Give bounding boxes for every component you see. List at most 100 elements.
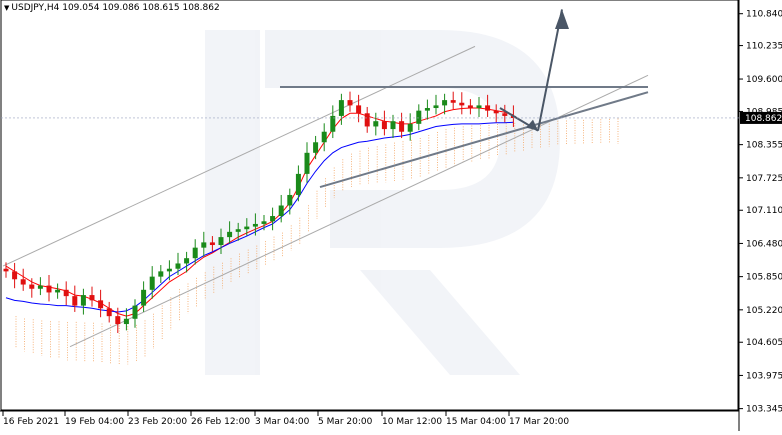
candle-body [278,205,284,217]
candle-body [399,121,405,132]
price-tick-label: 107.110 [746,206,782,216]
time-tick-label: 17 Mar 20:00 [509,417,569,427]
candle-body [227,231,233,238]
time-tick-label: 10 Mar 12:00 [382,417,442,427]
current-price-badge [740,111,782,124]
candle-body [304,152,310,174]
price-tick-label: 105.220 [746,306,782,316]
candle-body [373,121,379,127]
ichimoku-cloud [15,118,619,365]
candle-body [63,289,69,297]
time-tick-label: 19 Feb 04:00 [65,417,124,427]
symbol-name: USDJPY,H4 [11,3,60,13]
time-axis: 16 Feb 2021 19 Feb 04:00 23 Feb 20:00 26 Fe… [2,411,569,427]
candle-body [287,194,293,206]
candle-body [98,300,104,309]
candle-body [347,100,353,106]
current-price-label: 108.862 [745,114,782,124]
candle-body [390,121,396,130]
candles [3,91,516,334]
candle-body [132,305,138,319]
trend-lines [2,45,649,348]
candle-body [158,271,164,277]
arrowhead-up [555,9,569,29]
time-tick-label: 5 Mar 20:00 [318,417,373,427]
price-tick-label: 110.235 [746,42,782,52]
candle-body [209,242,215,246]
candle-body [321,131,327,143]
candle-body [270,216,276,222]
time-tick-label: 23 Feb 20:00 [128,417,187,427]
price-tick-label: 108.355 [746,141,782,151]
candle-body [459,102,465,106]
candle-body [72,296,78,306]
forecast-arrows [499,9,569,132]
watermark-logo [205,30,560,375]
price-tick-label: 106.480 [746,239,782,249]
candle-body [424,108,430,111]
channel-upper-line [2,45,476,267]
candle-body [356,105,362,114]
candle-body [433,105,439,109]
candle-body [37,285,43,289]
candle-body [235,229,241,232]
candle-body [493,110,499,114]
candle-body [175,263,181,269]
candle-body [330,115,336,132]
candle-body [80,295,86,306]
time-tick-label: 26 Feb 12:00 [191,417,250,427]
candle-body [149,276,155,290]
symbol-info: ▼ USDJPY,H4 109.054 109.086 108.615 108.8… [4,3,220,13]
candle-body [46,285,52,293]
plot-area-border [0,0,739,411]
candle-body [184,258,190,264]
candle-body [3,268,9,272]
price-axis: 110.840110.235109.600108.985108.355107.7… [1,10,782,415]
candle-body [218,237,224,246]
candle-body [192,247,198,259]
ohlc-values: 109.054 109.086 108.615 108.862 [62,3,220,13]
candle-body [502,113,508,116]
kijun-line [5,121,514,313]
candle-body [244,226,250,230]
candle-body [29,284,35,289]
price-tick-label: 103.975 [746,371,782,381]
price-tick-label: 110.840 [746,10,782,20]
candle-body [467,105,473,109]
candle-body [416,110,422,124]
time-tick-label: 15 Mar 04:00 [446,417,506,427]
candle-body [450,100,456,103]
time-tick-label: 3 Mar 04:00 [255,417,310,427]
candle-body [313,142,319,153]
price-tick-label: 107.725 [746,174,782,184]
candle-body [407,123,413,132]
candle-body [485,105,491,111]
candle-body [123,318,129,325]
candle-body [115,316,121,325]
candle-body [89,295,95,301]
price-tick-label: 109.600 [746,75,782,85]
candle-body [141,289,147,306]
candle-body [381,121,387,130]
candle-body [12,271,18,280]
candle-body [55,289,61,293]
arrowhead-down [526,119,538,131]
candle-body [252,223,258,227]
support-line [319,91,649,189]
candle-body [338,100,344,116]
candle-body [364,113,370,127]
candle-body [106,308,112,317]
price-tick-label: 104.605 [746,338,782,348]
forecast-arrow-up [537,9,563,131]
price-tick-label: 103.345 [746,405,782,415]
candle-body [295,173,301,195]
time-tick-label: 16 Feb 2021 [3,417,59,427]
price-tick-label: 105.850 [746,273,782,283]
candle-body [442,100,448,106]
candle-body [476,105,482,109]
candle-body [20,279,26,285]
triangle-down-icon[interactable]: ▼ [4,4,10,12]
candle-body [201,242,207,248]
